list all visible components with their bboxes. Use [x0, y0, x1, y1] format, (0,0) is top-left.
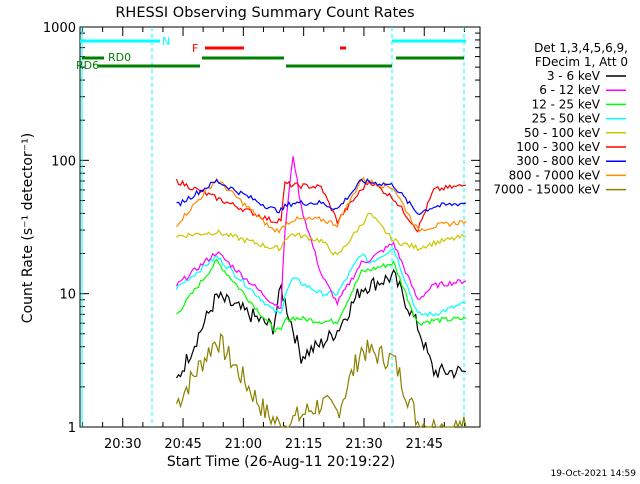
y-axis-label: Count Rate (s⁻¹ detector⁻¹) [20, 133, 36, 323]
series-line [176, 258, 467, 333]
x-tick-label: 21:00 [225, 437, 262, 452]
flag-label-rd0: RD0 [108, 51, 131, 64]
legend-label: 800 - 7000 keV [509, 168, 601, 182]
legend-label: 7000 - 15000 keV [493, 183, 600, 197]
legend-label: 50 - 100 keV [524, 126, 601, 140]
series-line [175, 178, 466, 233]
legend-label: 12 - 25 keV [532, 97, 601, 111]
flag-label-flare: F [192, 42, 198, 55]
y-tick-label: 10 [59, 288, 76, 303]
legend-label: 100 - 300 keV [516, 140, 600, 154]
plot-frame [79, 26, 481, 428]
y-tick-label: 1000 [43, 21, 76, 36]
legend-header-line-1: Det 1,3,4,5,6,9, [534, 41, 628, 55]
x-axis: 20:30 20:45 21:00 21:15 21:30 21:45 [82, 27, 465, 452]
flag-bars: N F RD0 RD6 [76, 35, 466, 72]
series-line [176, 268, 467, 380]
y-axis: 1 10 100 1000 [43, 21, 480, 436]
series-line [175, 248, 467, 318]
x-tick-label: 20:30 [104, 437, 141, 452]
series-line [176, 212, 466, 256]
flag-label-night: N [162, 35, 170, 48]
x-axis-label: Start Time (26-Aug-11 20:19:22) [167, 454, 395, 470]
series-line [176, 178, 467, 216]
series-line [175, 156, 467, 310]
legend-header-line-2: FDecim 1, Att 0 [535, 55, 628, 69]
x-tick-label: 20:45 [164, 437, 201, 452]
x-tick-label: 21:30 [345, 437, 382, 452]
legend-label: 3 - 6 keV [547, 69, 601, 83]
series-group [175, 156, 467, 430]
y-tick-label: 100 [51, 154, 76, 169]
legend: Det 1,3,4,5,6,9, FDecim 1, Att 0 3 - 6 k… [493, 41, 628, 197]
legend-label: 300 - 800 keV [516, 154, 600, 168]
legend-label: 25 - 50 keV [532, 112, 601, 126]
chart-title: RHESSI Observing Summary Count Rates [115, 5, 414, 21]
legend-label: 6 - 12 keV [539, 83, 601, 97]
timestamp: 19-Oct-2021 14:59 [551, 469, 637, 479]
y-tick-label: 1 [68, 421, 76, 436]
x-tick-label: 21:45 [406, 437, 443, 452]
x-tick-label: 21:15 [285, 437, 322, 452]
series-line [176, 176, 467, 234]
series-line [175, 332, 467, 430]
orbit-boundary-lines [81, 27, 465, 427]
flag-label-rd6: RD6 [76, 59, 99, 72]
